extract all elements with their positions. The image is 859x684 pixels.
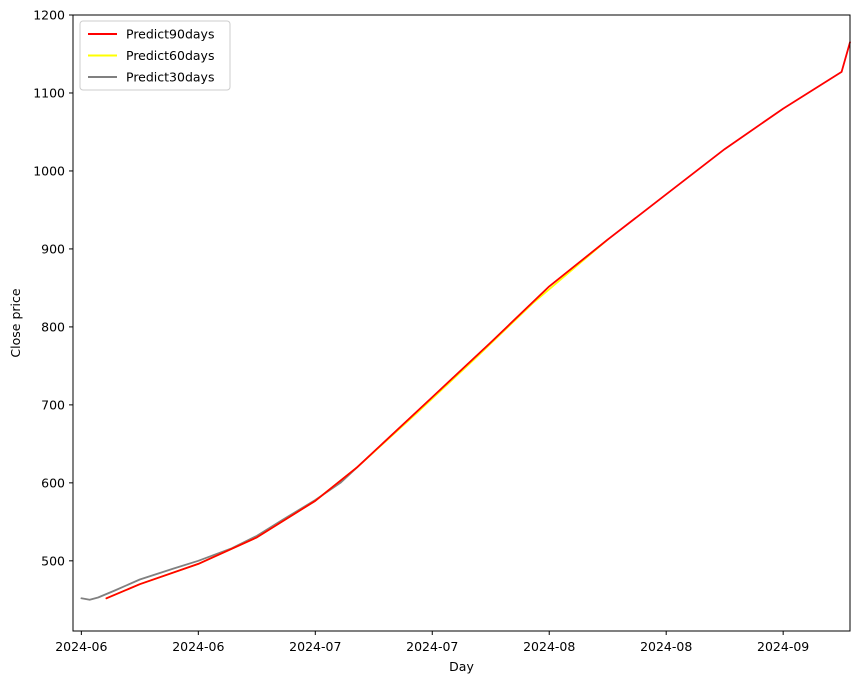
y-tick-label: 1200	[33, 8, 65, 23]
plot-frame	[72, 14, 851, 632]
x-tick-label: 2024-09	[757, 639, 809, 654]
legend-label: Predict90days	[126, 27, 214, 42]
x-tick-label: 2024-07	[406, 639, 458, 654]
y-tick-label: 1100	[33, 85, 65, 100]
y-axis: 500 600 700 800 900 1000 1100 1200	[33, 8, 73, 568]
x-axis-label: Day	[449, 659, 474, 674]
legend: Predict90days Predict60days Predict30days	[79, 20, 231, 91]
x-axis: 2024-06 2024-06 2024-07 2024-07 2024-08 2024-…	[55, 631, 809, 654]
x-tick-label: 2024-06	[55, 639, 107, 654]
legend-label: Predict60days	[126, 48, 214, 63]
x-tick-label: 2024-06	[172, 639, 224, 654]
x-tick-label: 2024-08	[640, 639, 692, 654]
y-tick-label: 1000	[33, 163, 65, 178]
y-tick-label: 900	[41, 241, 65, 256]
y-axis-label: Close price	[8, 288, 23, 357]
series-line-predict90days	[105, 41, 851, 600]
y-tick-label: 800	[41, 319, 65, 334]
y-tick-label: 500	[41, 553, 65, 568]
y-tick-label: 700	[41, 397, 65, 412]
series-layer	[80, 41, 851, 601]
y-tick-label: 600	[41, 475, 65, 490]
x-tick-label: 2024-07	[289, 639, 341, 654]
legend-label: Predict30days	[126, 70, 214, 85]
legend-box	[79, 20, 231, 91]
x-tick-label: 2024-08	[523, 639, 575, 654]
